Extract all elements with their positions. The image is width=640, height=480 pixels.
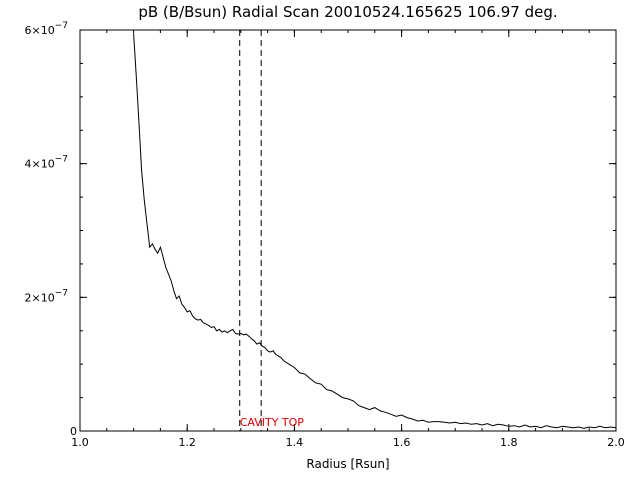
y-tick-label: 6×10−7 [25, 21, 69, 37]
series-line [133, 33, 617, 429]
cavity-top-annotation: CAVITY TOP [240, 416, 305, 429]
y-tick-label: 2×10−7 [25, 288, 69, 304]
x-tick-label: 2.0 [607, 436, 625, 449]
x-tick-label: 1.4 [286, 436, 304, 449]
chart-title: pB (B/Bsun) Radial Scan 20010524.165625 … [138, 3, 557, 21]
y-axis-ticks: 0 2×10−7 4×10−7 6×10−7 [25, 21, 616, 438]
x-tick-label: 1.8 [500, 436, 518, 449]
x-axis-label: Radius [Rsun] [306, 457, 389, 471]
x-tick-label: 1.0 [71, 436, 89, 449]
x-axis-ticks: 1.0 1.2 1.4 1.6 1.8 2.0 [71, 30, 625, 449]
x-tick-label: 1.2 [178, 436, 196, 449]
cavity-markers [239, 30, 262, 431]
y-tick-label: 0 [70, 425, 77, 438]
x-tick-label: 1.6 [393, 436, 411, 449]
y-tick-label: 4×10−7 [25, 155, 69, 171]
